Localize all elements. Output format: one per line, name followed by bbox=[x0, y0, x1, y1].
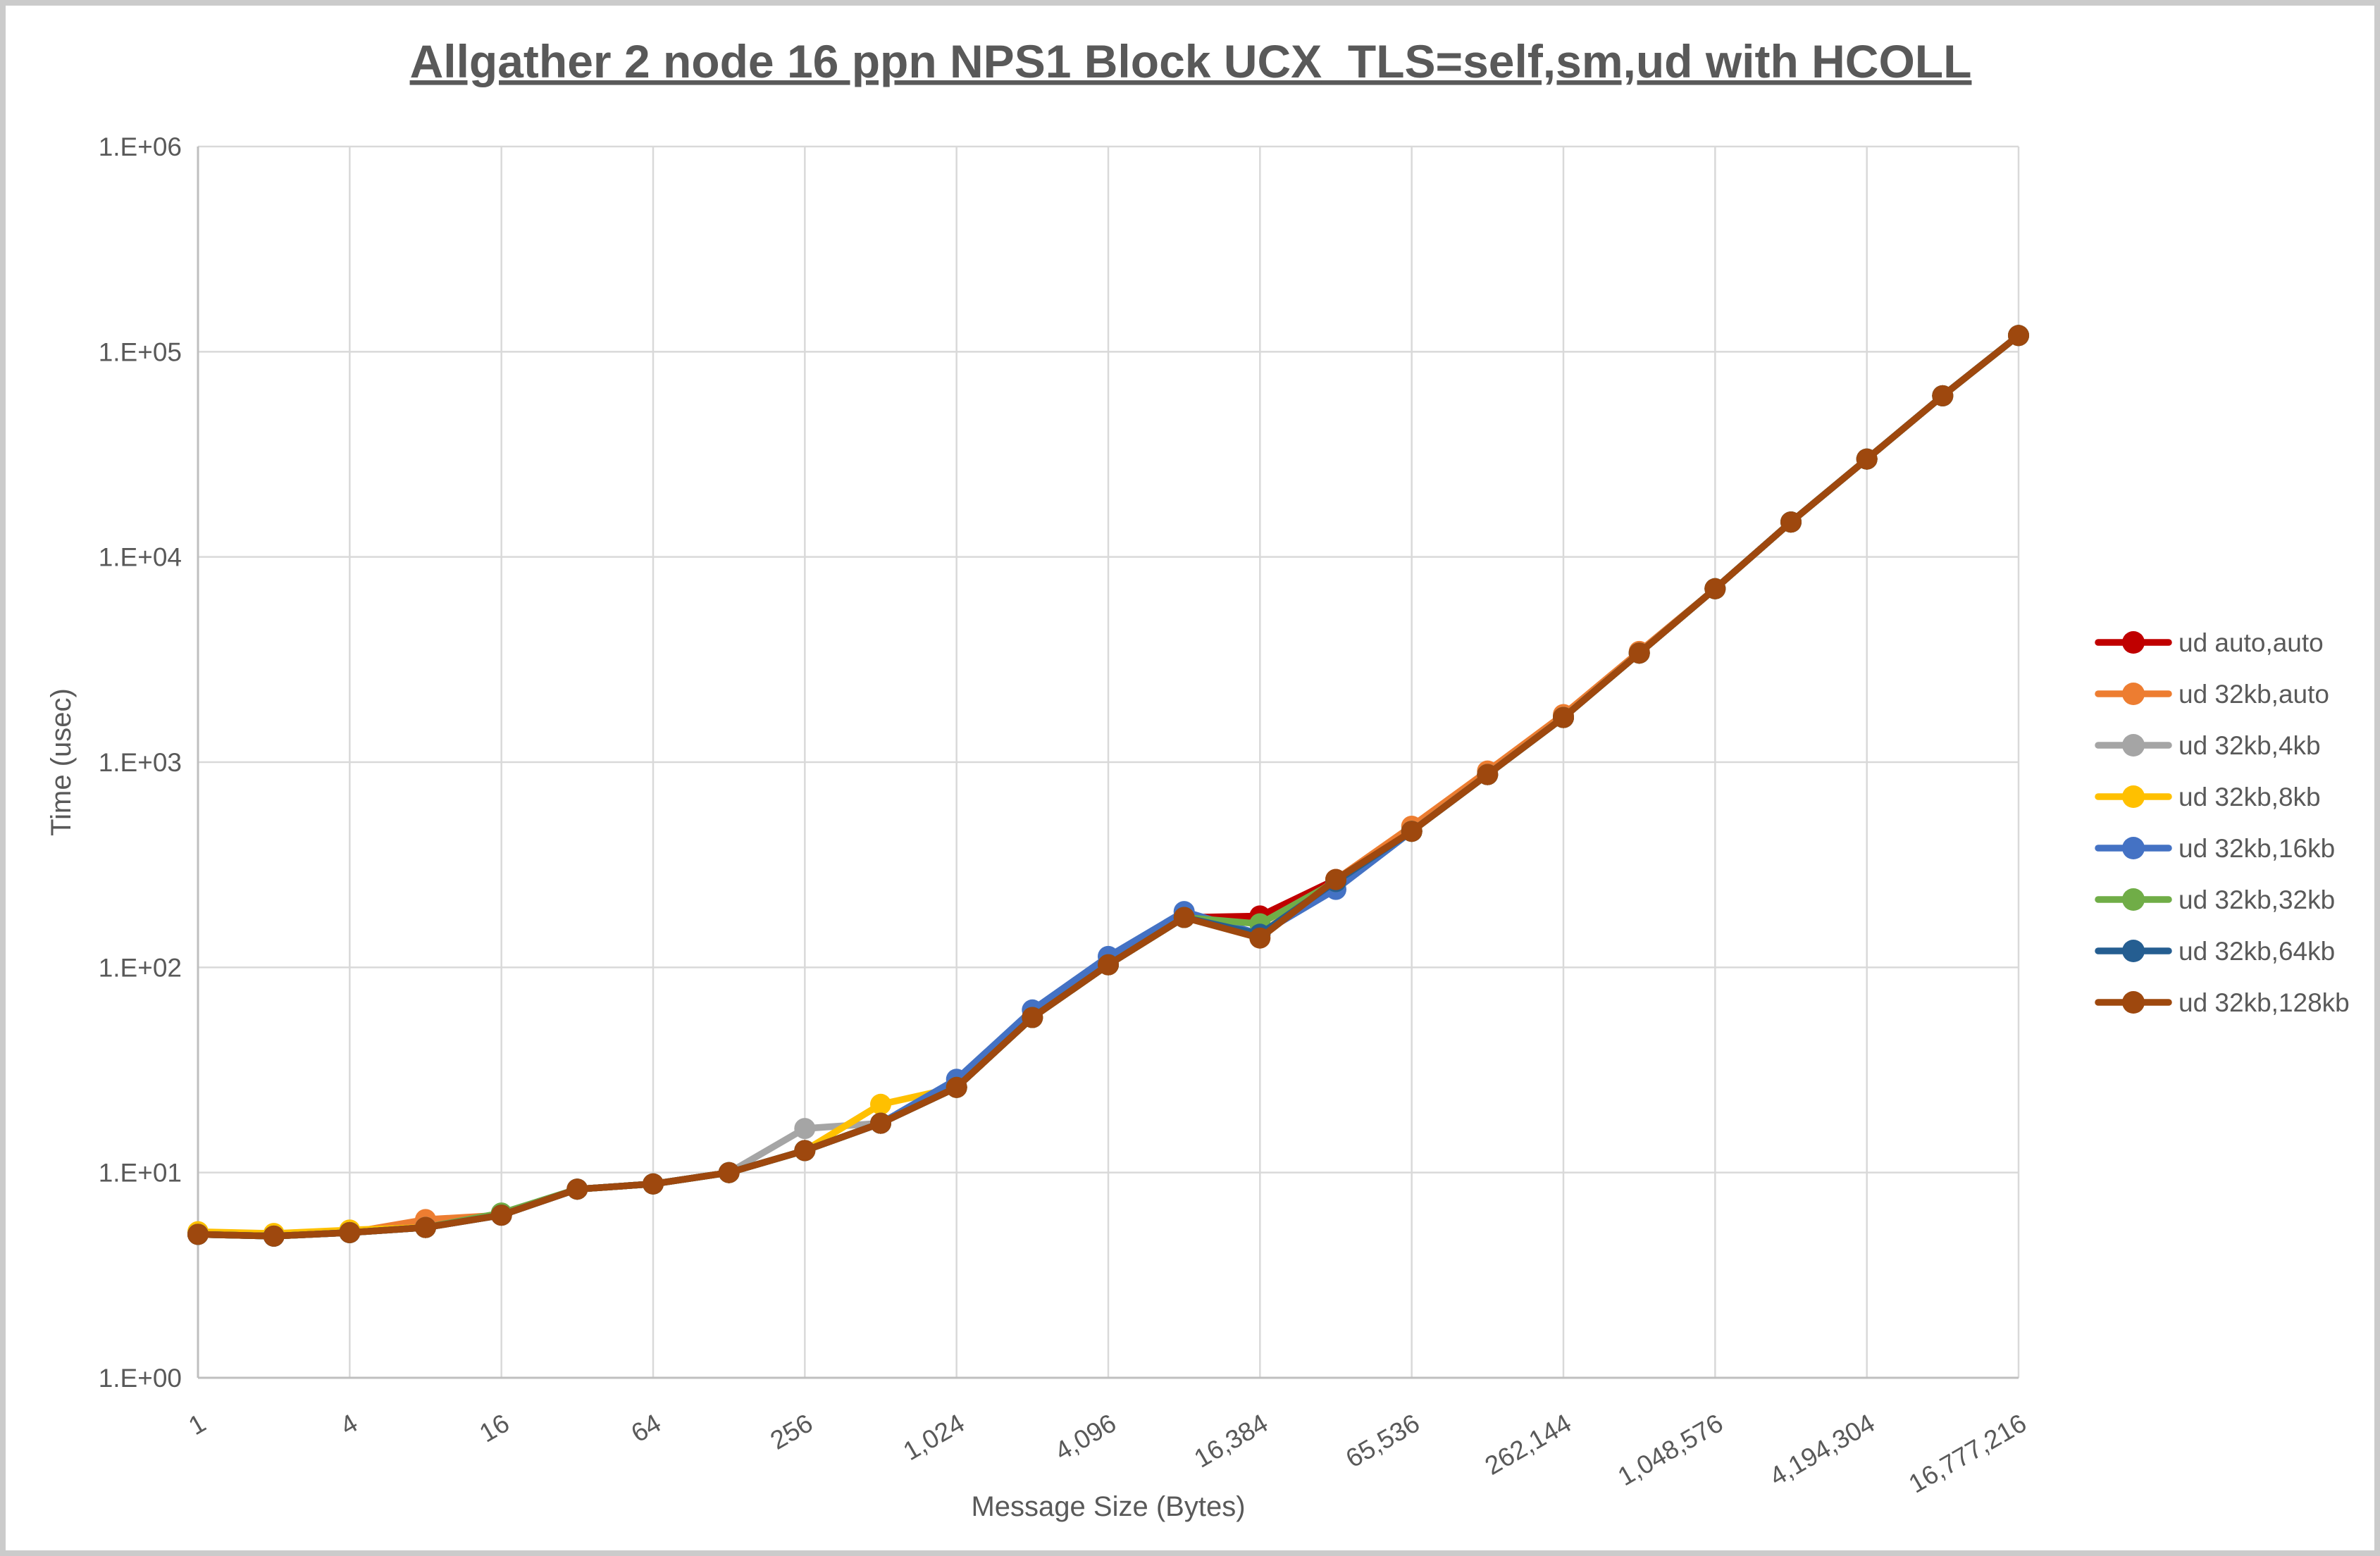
x-tick-label: 1,048,576 bbox=[1613, 1408, 1728, 1491]
data-point-marker bbox=[1325, 869, 1346, 890]
data-point-marker bbox=[1704, 578, 1726, 599]
x-tick-label: 256 bbox=[765, 1408, 817, 1455]
x-tick-label: 16,777,216 bbox=[1904, 1408, 2031, 1498]
y-tick-label: 1.E+05 bbox=[99, 337, 182, 366]
legend-label: ud 32kb,32kb bbox=[2178, 885, 2335, 914]
gridlines bbox=[197, 145, 2020, 1379]
x-tick-label: 16 bbox=[475, 1408, 514, 1448]
legend-swatch-marker bbox=[2122, 734, 2145, 757]
x-axis-title: Message Size (Bytes) bbox=[971, 1491, 1245, 1522]
data-point-marker bbox=[1856, 448, 1878, 470]
data-point-marker bbox=[263, 1225, 285, 1247]
data-point-marker bbox=[870, 1112, 891, 1134]
data-point-marker bbox=[2008, 325, 2029, 347]
x-tick-label: 4,194,304 bbox=[1765, 1408, 1880, 1491]
legend-swatch-marker bbox=[2122, 888, 2145, 911]
data-point-marker bbox=[490, 1205, 512, 1226]
data-point-marker bbox=[1553, 707, 1574, 728]
legend-item-ud-32kb-auto: ud 32kb,auto bbox=[2095, 680, 2329, 709]
data-point-marker bbox=[1173, 907, 1195, 928]
y-axis-title: Time (usec) bbox=[46, 688, 77, 836]
series-group bbox=[187, 325, 2029, 1247]
legend-swatch-marker bbox=[2122, 683, 2145, 705]
data-point-marker bbox=[1401, 821, 1423, 842]
legend-swatch-marker bbox=[2122, 991, 2145, 1014]
legend-label: ud 32kb,16kb bbox=[2178, 834, 2335, 863]
legend-swatch-marker bbox=[2122, 940, 2145, 962]
data-point-marker bbox=[794, 1140, 816, 1162]
data-point-marker bbox=[415, 1216, 436, 1238]
legend-item-ud-auto-auto: ud auto,auto bbox=[2095, 628, 2324, 657]
legend-item-ud-32kb-128kb: ud 32kb,128kb bbox=[2095, 988, 2350, 1017]
y-tick-label: 1.E+04 bbox=[99, 543, 182, 572]
data-point-marker bbox=[1477, 764, 1499, 785]
data-point-marker bbox=[566, 1178, 588, 1200]
data-point-marker bbox=[946, 1076, 967, 1098]
allgather-line-chart: 1.E+00 1.E+01 1.E+02 1.E+03 1.E+04 1.E+05 1.E+… bbox=[46, 35, 2350, 1522]
axes bbox=[197, 147, 2019, 1379]
y-tick-label: 1.E+06 bbox=[99, 132, 182, 161]
y-tick-label: 1.E+03 bbox=[99, 748, 182, 777]
data-point-marker bbox=[1932, 385, 1954, 406]
data-point-marker bbox=[794, 1118, 816, 1140]
x-tick-label: 16,384 bbox=[1189, 1408, 1273, 1473]
tick-labels: 1.E+00 1.E+01 1.E+02 1.E+03 1.E+04 1.E+05 1.E+… bbox=[99, 132, 2031, 1499]
x-tick-label: 1 bbox=[184, 1408, 211, 1440]
legend-label: ud 32kb,auto bbox=[2178, 680, 2329, 709]
legend-item-ud-32kb-64kb: ud 32kb,64kb bbox=[2095, 937, 2335, 966]
legend: ud auto,auto ud 32kb,auto ud 32kb,4kb ud 32… bbox=[2095, 628, 2350, 1017]
x-tick-label: 4 bbox=[335, 1408, 362, 1440]
x-tick-label: 64 bbox=[626, 1408, 666, 1448]
data-point-marker bbox=[1022, 1007, 1043, 1028]
x-tick-label: 1,024 bbox=[898, 1408, 969, 1466]
data-point-marker bbox=[643, 1173, 664, 1195]
chart-title: Allgather 2 node 16 ppn NPS1 Block UCX_T… bbox=[410, 35, 1972, 87]
legend-label: ud auto,auto bbox=[2178, 628, 2324, 657]
legend-swatch-marker bbox=[2122, 837, 2145, 859]
legend-label: ud 32kb,128kb bbox=[2178, 988, 2350, 1017]
legend-label: ud 32kb,64kb bbox=[2178, 937, 2335, 966]
y-tick-label: 1.E+02 bbox=[99, 953, 182, 982]
legend-item-ud-32kb-8kb: ud 32kb,8kb bbox=[2095, 783, 2321, 811]
x-tick-label: 262,144 bbox=[1480, 1408, 1576, 1480]
data-point-marker bbox=[339, 1221, 361, 1243]
data-point-marker bbox=[1780, 511, 1802, 533]
legend-item-ud-32kb-4kb: ud 32kb,4kb bbox=[2095, 731, 2321, 760]
data-point-marker bbox=[1098, 954, 1119, 976]
y-tick-label: 1.E+00 bbox=[99, 1364, 182, 1393]
legend-label: ud 32kb,8kb bbox=[2178, 783, 2321, 811]
legend-swatch-marker bbox=[2122, 631, 2145, 654]
legend-item-ud-32kb-32kb: ud 32kb,32kb bbox=[2095, 885, 2335, 914]
legend-item-ud-32kb-16kb: ud 32kb,16kb bbox=[2095, 834, 2335, 863]
data-point-marker bbox=[718, 1162, 740, 1183]
y-tick-label: 1.E+01 bbox=[99, 1159, 182, 1188]
x-tick-label: 65,536 bbox=[1341, 1408, 1425, 1473]
series-ud-32kb-128kb bbox=[187, 325, 2029, 1247]
legend-swatch-marker bbox=[2122, 785, 2145, 808]
x-tick-label: 4,096 bbox=[1050, 1408, 1121, 1466]
data-point-marker bbox=[1249, 927, 1271, 949]
legend-label: ud 32kb,4kb bbox=[2178, 731, 2321, 760]
data-point-marker bbox=[1628, 642, 1650, 664]
data-point-marker bbox=[870, 1093, 891, 1115]
data-point-marker bbox=[187, 1224, 209, 1245]
